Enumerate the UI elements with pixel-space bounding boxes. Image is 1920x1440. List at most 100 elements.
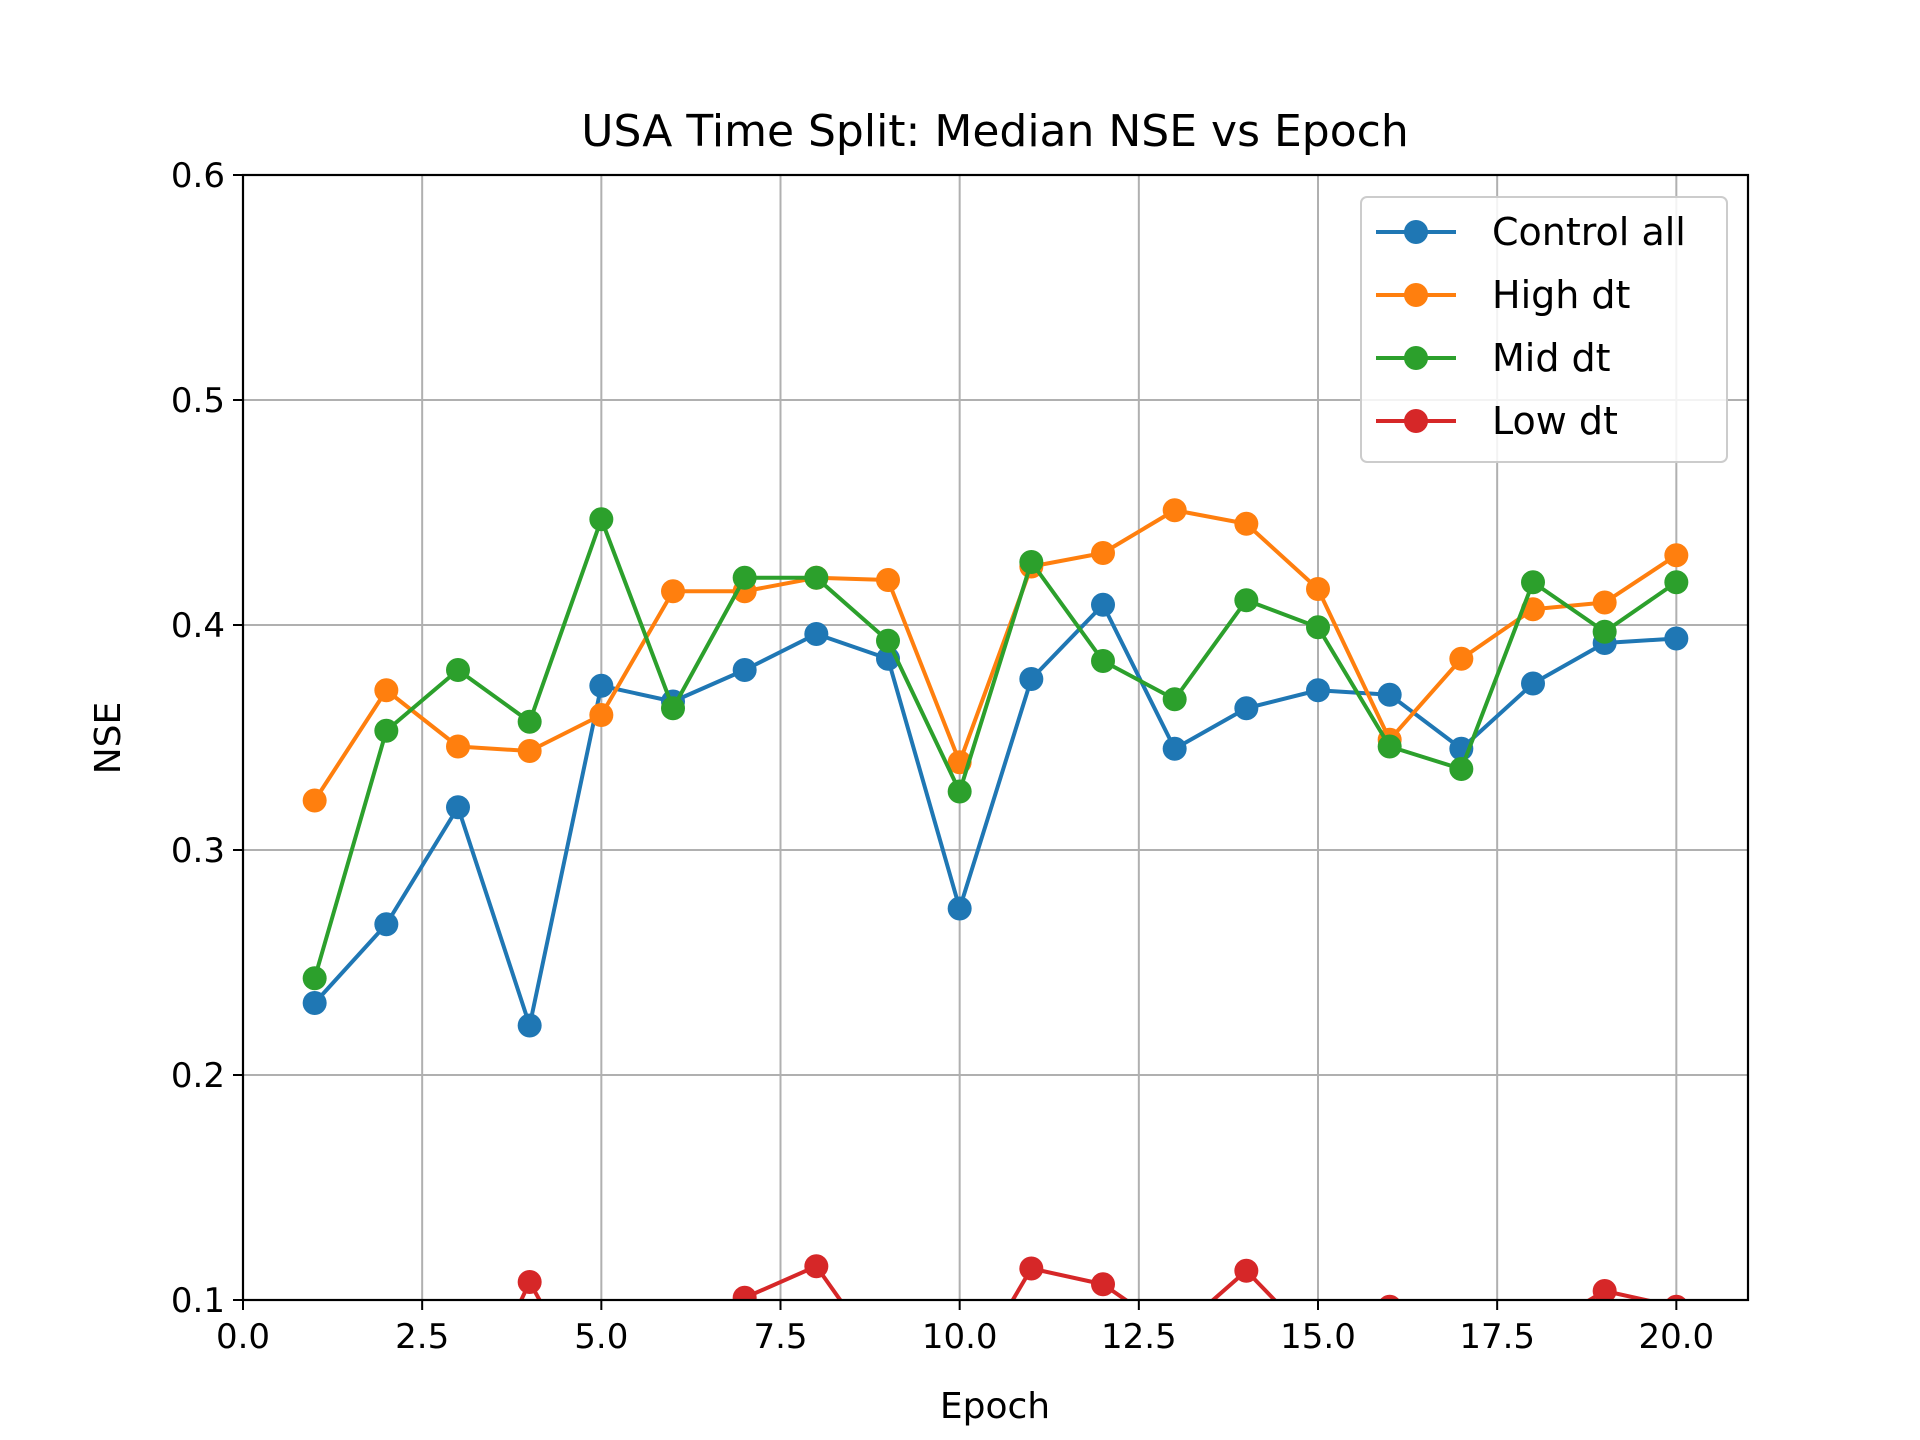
series-layer	[302, 498, 1689, 1300]
data-point-low-dt	[1019, 1256, 1044, 1281]
x-tick-label: 5.0	[574, 1317, 628, 1357]
y-tick-label: 0.6	[171, 156, 225, 196]
data-point-control-all	[732, 658, 757, 682]
data-point-mid-dt	[1592, 619, 1617, 644]
data-point-high-dt	[517, 739, 542, 763]
y-tick-label: 0.2	[171, 1056, 225, 1096]
data-point-mid-dt	[302, 966, 327, 991]
data-point-control-all	[1377, 682, 1402, 707]
data-point-mid-dt	[1091, 649, 1115, 673]
series-line-high-dt	[312, 508, 1678, 802]
data-point-high-dt	[589, 703, 614, 727]
data-point-control-all	[517, 1013, 542, 1038]
legend-entry-control-all: Control all	[1376, 210, 1686, 254]
axis-ticks: 0.0 2.5 5.0 7.5 10.0 12.5 15.0 17.5 20.0 0.1 0.2 0.…	[171, 156, 1714, 1357]
x-tick-label: 0.0	[216, 1317, 270, 1357]
data-point-mid-dt	[1234, 588, 1259, 613]
chart-title: USA Time Split: Median NSE vs Epoch	[581, 106, 1408, 157]
series-low-dt	[517, 1254, 1687, 1300]
data-point-low-dt	[1234, 1258, 1259, 1283]
data-point-control-all	[804, 622, 829, 646]
data-point-high-dt	[1306, 577, 1330, 601]
data-point-mid-dt	[1306, 615, 1330, 640]
data-point-high-dt	[1449, 646, 1474, 671]
data-point-high-dt	[1162, 498, 1187, 523]
data-point-mid-dt	[374, 718, 399, 743]
y-axis-label: NSE	[88, 702, 129, 775]
data-point-control-all	[1306, 678, 1330, 703]
data-point-mid-dt	[1019, 550, 1044, 574]
data-point-control-all	[589, 673, 614, 698]
data-point-high-dt	[374, 678, 399, 703]
legend-label: Low dt	[1492, 399, 1618, 443]
legend-marker	[1404, 220, 1428, 244]
y-tick-label: 0.3	[171, 831, 225, 871]
data-point-low-dt	[1592, 1279, 1617, 1300]
x-tick-label: 17.5	[1459, 1317, 1535, 1357]
data-point-mid-dt	[1664, 570, 1689, 595]
data-point-high-dt	[446, 734, 470, 759]
data-point-high-dt	[1234, 511, 1259, 536]
data-point-control-all	[1091, 592, 1115, 617]
data-point-control-all	[374, 912, 399, 937]
data-point-high-dt	[1592, 590, 1617, 615]
data-point-control-all	[947, 896, 972, 921]
legend-entry-low-dt: Low dt	[1376, 399, 1618, 443]
x-tick-label: 2.5	[395, 1317, 449, 1357]
data-point-low-dt	[732, 1285, 757, 1300]
x-tick-label: 10.0	[922, 1317, 998, 1357]
data-point-mid-dt	[1162, 687, 1187, 712]
plot-frame	[241, 173, 1750, 1302]
legend-marker	[1404, 283, 1428, 307]
data-point-low-dt	[1379, 1294, 1400, 1300]
data-point-low-dt	[1091, 1272, 1115, 1297]
data-point-control-all	[1664, 626, 1689, 651]
data-point-mid-dt	[1521, 570, 1545, 595]
data-point-control-all	[1162, 736, 1187, 761]
data-point-mid-dt	[732, 565, 757, 590]
data-point-mid-dt	[876, 628, 900, 653]
data-point-mid-dt	[1449, 757, 1474, 781]
data-point-high-dt	[1664, 543, 1689, 568]
data-point-mid-dt	[1377, 734, 1402, 759]
x-tick-label: 12.5	[1101, 1317, 1177, 1357]
data-point-mid-dt	[661, 696, 685, 721]
data-point-mid-dt	[589, 507, 614, 532]
data-point-low-dt	[517, 1270, 542, 1294]
data-point-control-all	[302, 991, 327, 1015]
data-point-mid-dt	[804, 565, 829, 590]
data-point-high-dt	[302, 788, 327, 813]
data-point-low-dt	[1666, 1294, 1687, 1300]
legend-label: High dt	[1492, 273, 1630, 317]
x-axis-label: Epoch	[940, 1386, 1050, 1427]
x-tick-label: 7.5	[753, 1317, 807, 1357]
data-point-mid-dt	[947, 779, 972, 804]
data-point-low-dt	[804, 1254, 829, 1279]
legend-box	[1360, 196, 1728, 463]
data-point-high-dt	[661, 579, 685, 604]
y-tick-label: 0.5	[171, 381, 225, 421]
data-point-mid-dt	[517, 709, 542, 734]
data-point-control-all	[1019, 667, 1044, 691]
y-tick-label: 0.1	[171, 1281, 225, 1321]
data-point-mid-dt	[446, 658, 470, 682]
data-point-control-all	[1521, 671, 1545, 696]
y-tick-label: 0.4	[171, 606, 225, 646]
legend-entry-mid-dt: Mid dt	[1376, 336, 1611, 380]
data-point-control-all	[446, 795, 470, 820]
data-point-high-dt	[1091, 541, 1115, 565]
series-line-control-all	[313, 602, 1677, 1028]
series-mid-dt	[302, 507, 1689, 991]
series-control-all	[302, 592, 1689, 1038]
x-tick-label: 20.0	[1638, 1317, 1714, 1357]
x-tick-label: 15.0	[1280, 1317, 1356, 1357]
legend-entry-high-dt: High dt	[1376, 273, 1630, 317]
legend-label: Control all	[1492, 210, 1686, 254]
data-point-high-dt	[876, 568, 900, 592]
legend-label: Mid dt	[1492, 336, 1611, 380]
legend-marker	[1404, 346, 1428, 370]
legend: Control all High dt Mid dt Low dt	[1360, 196, 1728, 463]
legend-marker	[1404, 409, 1428, 433]
data-point-control-all	[1234, 696, 1259, 721]
